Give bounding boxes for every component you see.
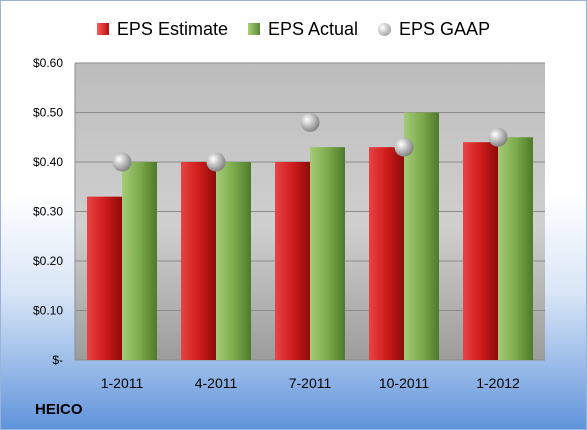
bar-eps-actual (216, 162, 251, 360)
marker-eps-gaap (112, 152, 132, 172)
bar-eps-actual (122, 162, 157, 360)
company-name: HEICO (35, 401, 83, 418)
y-tick-label: $0.10 (33, 304, 63, 318)
legend-item-gaap: EPS GAAP (378, 19, 490, 40)
legend-label-gaap: EPS GAAP (399, 18, 491, 39)
y-tick-label: $- (52, 353, 63, 367)
marker-eps-gaap (394, 137, 414, 157)
y-tick-label: $0.30 (33, 205, 63, 219)
legend-label-actual: EPS Actual (267, 18, 359, 39)
x-axis-ticks: 1-2011 4-2011 7-2011 10-2011 1-2012 (101, 375, 520, 391)
y-tick-label: $0.20 (33, 254, 63, 268)
gaap-markers (112, 112, 508, 172)
bar-eps-estimate (369, 147, 404, 360)
legend-label-estimate: EPS Estimate (116, 18, 228, 39)
bar-eps-estimate (181, 162, 216, 360)
marker-eps-gaap (488, 127, 508, 147)
bar-eps-actual (498, 137, 533, 360)
x-tick-label: 4-2011 (195, 375, 238, 391)
x-tick-label: 1-2012 (476, 375, 520, 391)
bars (87, 112, 533, 360)
legend-swatch-estimate (96, 23, 109, 35)
y-tick-label: $0.60 (33, 56, 63, 70)
x-tick-label: 1-2011 (101, 375, 144, 391)
x-tick-label: 10-2011 (379, 375, 430, 391)
legend-item-actual: EPS Actual (247, 18, 359, 40)
y-tick-label: $0.40 (33, 155, 63, 169)
y-axis-ticks: $- $0.10 $0.20 $0.30 $0.40 $0.50 $0.60 (33, 56, 63, 367)
x-tick-label: 7-2011 (289, 375, 332, 391)
bar-eps-estimate (463, 142, 498, 360)
bar-eps-estimate (275, 162, 310, 360)
marker-eps-gaap (206, 152, 226, 172)
bar-eps-estimate (87, 196, 122, 360)
legend: EPS Estimate EPS Actual EPS GAAP (1, 17, 586, 41)
bar-eps-actual (310, 147, 345, 360)
legend-item-estimate: EPS Estimate (96, 18, 228, 40)
legend-swatch-gaap (378, 22, 392, 36)
marker-eps-gaap (300, 112, 320, 132)
legend-swatch-actual (247, 23, 260, 35)
y-tick-label: $0.50 (33, 106, 63, 120)
